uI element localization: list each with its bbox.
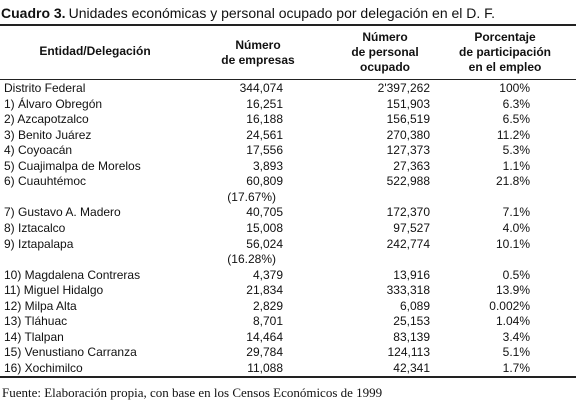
cell-porcentaje: 21.8% (495, 174, 530, 189)
column-header: Número (362, 30, 408, 44)
cell-personal: 270,380 (386, 127, 430, 142)
cell-empresas: 56,024 (246, 236, 283, 251)
cell-personal: 151,903 (386, 96, 430, 111)
row-name: 7) Gustavo A. Madero (4, 205, 121, 220)
cell-personal: 13,916 (393, 267, 430, 282)
row-name: 16) Xochimilco (4, 360, 83, 375)
cell-empresas: 8,701 (252, 314, 283, 329)
cell-porcentaje: 1.7% (502, 360, 530, 375)
column-header: de participación (458, 45, 552, 59)
row-name: 14) Tlalpan (4, 329, 64, 344)
row-name: 2) Azcapotzalco (4, 112, 89, 127)
cell-empresas: 60,809 (246, 174, 283, 189)
cell-porcentaje: 4.0% (502, 220, 530, 235)
row-name: 4) Coyoacán (4, 143, 73, 158)
cell-personal: 333,318 (386, 283, 430, 298)
row-name: 5) Cuajimalpa de Morelos (4, 158, 141, 173)
footer: Fuente: Elaboración propia, con base en … (2, 385, 383, 400)
cell-personal: 156,519 (386, 112, 430, 127)
cell-porcentaje: 3.4% (502, 329, 530, 344)
title: Cuadro 3. Unidades económicas y personal … (1, 6, 495, 20)
cell-personal: 42,341 (393, 360, 430, 375)
column-header: de personal (351, 45, 419, 59)
cell-personal: 97,527 (393, 220, 430, 235)
row-name: 11) Miguel Hidalgo (4, 283, 104, 298)
cell-porcentaje: 1.04% (495, 314, 530, 329)
cell-note: (16.28%) (227, 252, 276, 267)
cell-empresas: 344,074 (239, 81, 283, 95)
title-label: Cuadro 3. (1, 5, 66, 21)
cell-personal: 124,113 (387, 345, 431, 360)
rule (0, 376, 576, 378)
cell-porcentaje: 1.1% (502, 158, 530, 173)
cell-porcentaje: 13.9% (495, 283, 530, 298)
cell-personal: 83,139 (393, 329, 430, 344)
cell-empresas: 16,188 (246, 112, 283, 127)
cell-empresas: 24,561 (246, 127, 283, 142)
row-name: 15) Venustiano Carranza (4, 345, 137, 360)
cell-empresas: 11,088 (247, 360, 283, 375)
cell-porcentaje: 11.2% (496, 127, 530, 142)
row-name: 9) Iztapalapa (4, 236, 74, 251)
cell-personal: 127,373 (386, 143, 430, 158)
row-name: 13) Tláhuac (4, 314, 68, 329)
row-name: 10) Magdalena Contreras (4, 267, 141, 282)
row-name: 6) Cuauhtémoc (4, 174, 87, 189)
cell-personal: 172,370 (386, 205, 430, 220)
cell-empresas: 16,251 (246, 96, 283, 111)
cell-porcentaje: 0.002% (489, 298, 530, 313)
cell-empresas: 3,893 (252, 158, 283, 173)
row-name: Distrito Federal (4, 81, 86, 95)
cell-porcentaje: 6.5% (502, 112, 530, 127)
column-header: Porcentaje (474, 30, 536, 44)
cell-personal: 522,988 (386, 174, 430, 189)
cell-empresas: 40,705 (246, 205, 283, 220)
cell-empresas: 15,008 (246, 220, 283, 235)
cell-note: (17.67%) (227, 189, 276, 204)
cell-personal: 2'397,262 (377, 81, 430, 95)
column-header: Número (235, 38, 281, 52)
cell-porcentaje: 0.5% (502, 267, 530, 282)
column-header: en el empleo (468, 60, 542, 74)
cell-empresas: 2,829 (252, 298, 283, 313)
rule (0, 79, 576, 80)
row-name: 8) Iztacalco (4, 220, 66, 235)
cell-porcentaje: 6.3% (502, 96, 530, 111)
rule (0, 24, 576, 26)
cell-porcentaje: 5.3% (502, 143, 530, 158)
cell-personal: 242,774 (386, 236, 430, 251)
cell-empresas: 4,379 (252, 267, 283, 282)
row-name: 1) Álvaro Obregón (4, 96, 103, 111)
cell-porcentaje: 100% (499, 81, 530, 95)
title-text: Unidades económicas y personal ocupado p… (68, 5, 496, 21)
column-header: ocupado (360, 60, 410, 74)
cell-empresas: 21,834 (246, 283, 283, 298)
cell-empresas: 29,784 (246, 345, 283, 360)
row-name: 3) Benito Juárez (4, 127, 92, 142)
cell-empresas: 17,556 (246, 143, 283, 158)
cell-porcentaje: 7.1% (502, 205, 530, 220)
cell-porcentaje: 5.1% (502, 345, 530, 360)
column-header: Entidad/Delegación (39, 44, 151, 58)
cell-personal: 25,153 (393, 314, 430, 329)
row-name: 12) Milpa Alta (4, 298, 77, 313)
cell-personal: 27,363 (393, 158, 430, 173)
cell-porcentaje: 10.1% (495, 236, 530, 251)
column-header: de empresas (221, 53, 295, 67)
cell-personal: 6,089 (399, 298, 430, 313)
cell-empresas: 14,464 (246, 329, 283, 344)
